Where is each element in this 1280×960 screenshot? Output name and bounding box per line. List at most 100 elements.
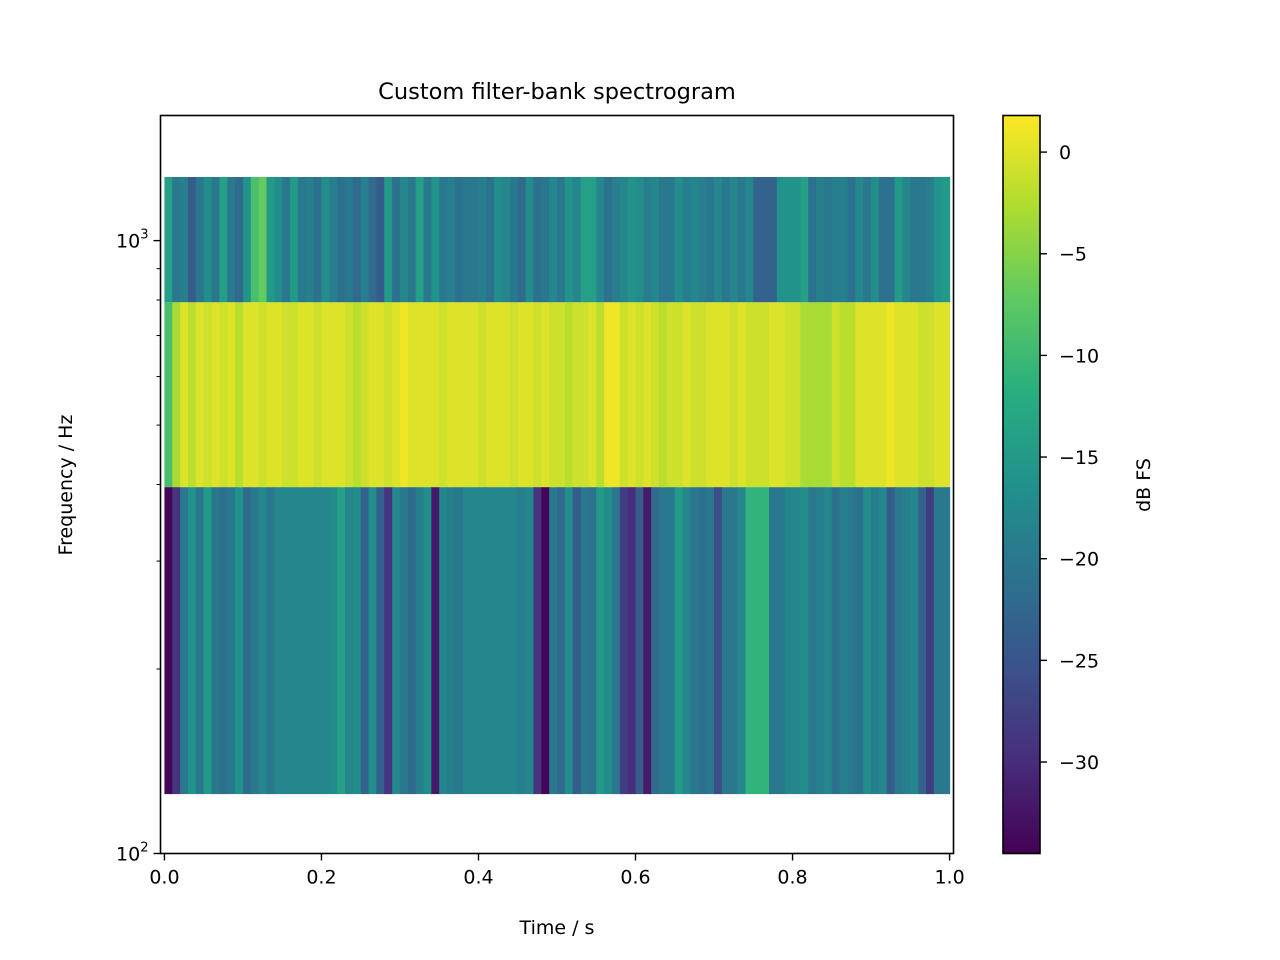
heatmap-cell-high-72: [729, 176, 739, 303]
heatmap-cell-low-65: [674, 487, 684, 795]
heatmap-cell-low-2: [180, 487, 189, 795]
heatmap-cell-mid-64: [666, 302, 676, 488]
heatmap-cell-high-88: [855, 176, 864, 303]
heatmap-cell-high-35: [439, 176, 448, 303]
heatmap-cell-low-54: [588, 487, 597, 795]
heatmap-cell-low-33: [423, 487, 432, 795]
heatmap-cell-mid-84: [823, 302, 833, 488]
x-axis-label: Time / s: [519, 917, 595, 939]
heatmap-cell-high-69: [706, 176, 715, 303]
heatmap-cell-high-58: [619, 176, 629, 303]
heatmap-cell-mid-4: [195, 302, 205, 488]
heatmap-cell-mid-96: [918, 302, 927, 488]
heatmap-cell-low-19: [313, 487, 323, 795]
heatmap-cell-mid-91: [878, 302, 888, 488]
heatmap-cell-low-9: [235, 487, 244, 795]
heatmap-cell-high-12: [258, 176, 268, 303]
heatmap-cell-low-18: [305, 487, 315, 795]
heatmap-cell-high-66: [682, 176, 692, 303]
heatmap-cell-low-29: [392, 487, 401, 795]
heatmap-cell-mid-77: [768, 302, 778, 488]
heatmap-cell-mid-70: [714, 302, 723, 488]
heatmap-cell-mid-55: [596, 302, 605, 488]
heatmap-cell-mid-51: [564, 302, 574, 488]
heatmap-cell-low-23: [345, 487, 354, 795]
heatmap-cell-mid-6: [211, 302, 220, 488]
heatmap-cell-mid-62: [651, 302, 660, 488]
heatmap-cell-high-40: [478, 176, 487, 303]
heatmap-cell-high-56: [604, 176, 613, 303]
heatmap-cell-high-81: [800, 176, 809, 303]
heatmap-cell-mid-93: [894, 302, 904, 488]
heatmap-cell-mid-39: [470, 302, 480, 488]
colorbar-tick-label: −20: [1059, 549, 1099, 571]
heatmap-cell-low-75: [753, 487, 762, 795]
heatmap-cell-mid-80: [792, 302, 801, 488]
heatmap-cell-high-94: [902, 176, 911, 303]
heatmap-cell-mid-92: [886, 302, 896, 488]
heatmap-cell-mid-86: [839, 302, 849, 488]
colorbar-frame: [1002, 114, 1041, 855]
heatmap-cell-low-98: [933, 487, 943, 795]
x-tick-label: 0.8: [777, 867, 807, 889]
heatmap-cell-low-55: [596, 487, 605, 795]
heatmap-cell-mid-65: [674, 302, 684, 488]
heatmap-cell-mid-20: [321, 302, 330, 488]
colorbar-tick-label: 0: [1059, 142, 1071, 164]
heatmap-cell-low-43: [502, 487, 511, 795]
heatmap-cell-high-73: [737, 176, 747, 303]
heatmap-cell-high-89: [863, 176, 872, 303]
heatmap-cell-high-20: [321, 176, 330, 303]
heatmap-cell-mid-15: [282, 302, 291, 488]
heatmap-cell-mid-78: [776, 302, 786, 488]
heatmap-cell-mid-44: [509, 302, 519, 488]
heatmap-cell-mid-49: [549, 302, 558, 488]
heatmap-cell-low-31: [407, 487, 417, 795]
heatmap-cell-mid-47: [533, 302, 542, 488]
heatmap-cell-high-45: [517, 176, 527, 303]
heatmap-cell-low-91: [878, 487, 888, 795]
heatmap-cell-mid-98: [933, 302, 943, 488]
heatmap-cell-low-37: [454, 487, 464, 795]
heatmap-cell-mid-30: [399, 302, 409, 488]
heatmap-cell-high-60: [635, 176, 644, 303]
heatmap-cell-high-31: [407, 176, 417, 303]
heatmap-cell-high-7: [219, 176, 228, 303]
heatmap-cell-mid-10: [242, 302, 252, 488]
heatmap-cell-low-83: [816, 487, 825, 795]
heatmap-cell-high-80: [792, 176, 801, 303]
heatmap-cell-high-79: [784, 176, 794, 303]
heatmap-cell-low-79: [784, 487, 794, 795]
heatmap-cell-mid-48: [541, 302, 550, 488]
heatmap-cell-high-2: [180, 176, 189, 303]
heatmap-cell-mid-66: [682, 302, 692, 488]
heatmap-cell-mid-27: [376, 302, 385, 488]
heatmap-cell-mid-31: [407, 302, 417, 488]
heatmap-cell-low-12: [258, 487, 268, 795]
heatmap-cell-high-70: [714, 176, 723, 303]
heatmap-cell-low-10: [242, 487, 252, 795]
heatmap-cell-high-8: [227, 176, 236, 303]
heatmap-cell-high-26: [368, 176, 378, 303]
heatmap-cell-high-82: [808, 176, 817, 303]
colorbar-tick-label: −30: [1059, 752, 1099, 774]
heatmap-cell-mid-32: [415, 302, 425, 488]
heatmap-cell-high-59: [627, 176, 637, 303]
heatmap-cell-low-60: [635, 487, 644, 795]
heatmap-cell-low-1: [172, 487, 181, 795]
heatmap-cell-high-29: [392, 176, 401, 303]
heatmap-cell-high-96: [918, 176, 927, 303]
heatmap-cell-high-90: [871, 176, 880, 303]
heatmap-cell-mid-17: [297, 302, 307, 488]
heatmap-cell-mid-53: [580, 302, 590, 488]
heatmap-cell-low-57: [611, 487, 621, 795]
heatmap-cell-low-87: [847, 487, 856, 795]
heatmap-cell-mid-60: [635, 302, 644, 488]
heatmap-cell-mid-73: [737, 302, 747, 488]
heatmap-cell-low-14: [274, 487, 283, 795]
heatmap-cell-low-66: [682, 487, 692, 795]
heatmap-cell-high-44: [509, 176, 519, 303]
heatmap-cell-low-82: [808, 487, 817, 795]
heatmap-cell-high-25: [360, 176, 370, 303]
heatmap-cell-mid-5: [203, 302, 213, 488]
